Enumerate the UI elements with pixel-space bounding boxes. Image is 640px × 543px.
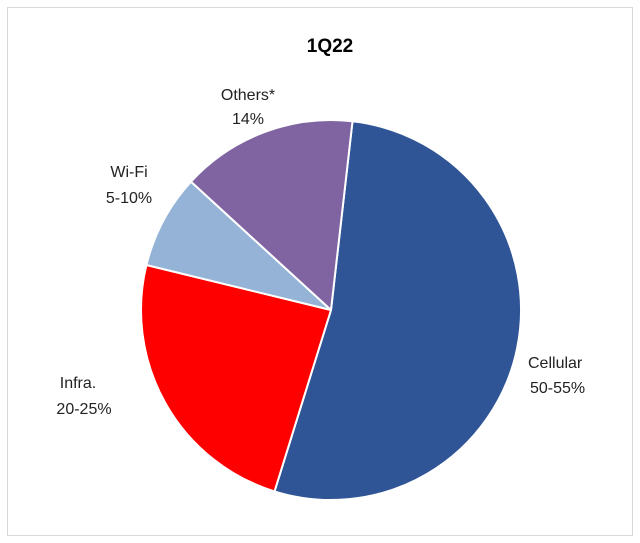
pie-slice-infra <box>140 264 332 493</box>
label-cellular-name: Cellular <box>528 355 583 372</box>
pie-slice-others <box>189 119 354 311</box>
label-others-value: 14% <box>232 111 264 128</box>
label-others-name: Others* <box>221 87 275 104</box>
label-wifi-name: Wi-Fi <box>110 164 147 181</box>
label-cellular-value: 50-55% <box>530 380 585 397</box>
pie-slice-cellular <box>273 120 522 501</box>
label-wifi-value: 5-10% <box>106 190 152 207</box>
label-infra-value: 20-25% <box>56 401 111 418</box>
chart-title: 1Q22 <box>307 36 353 57</box>
pie-slice-wi-fi <box>145 180 332 311</box>
pie-slices <box>140 119 522 501</box>
label-infra-name: Infra. <box>60 375 96 392</box>
